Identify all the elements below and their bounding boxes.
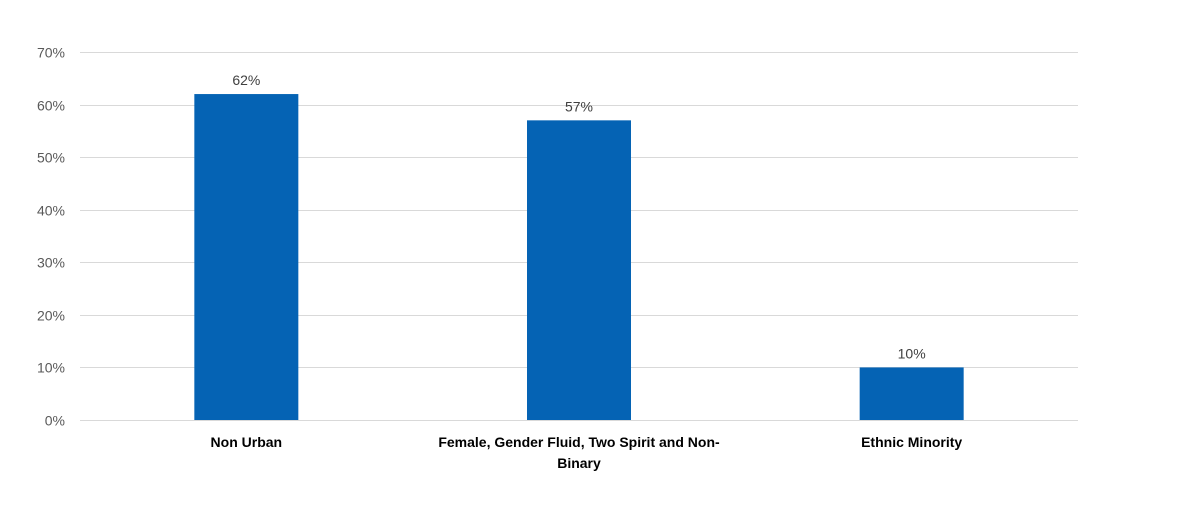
x-axis-category-labels: Non Urban Female, Gender Fluid, Two Spiri… [211,434,963,471]
data-label: 62% [232,72,260,88]
y-tick-label: 50% [37,150,65,166]
y-axis-tick-labels: 0% 10% 20% 30% 40% 50% 60% 70% [37,45,65,429]
y-tick-label: 40% [37,203,65,219]
bars [194,94,964,421]
y-tick-label: 10% [37,360,65,376]
data-label: 57% [565,98,593,114]
y-tick-label: 30% [37,255,65,271]
data-label: 10% [898,345,926,361]
bar [527,120,631,420]
bar [194,94,299,421]
bar [859,367,964,420]
y-tick-label: 20% [37,308,65,324]
y-tick-label: 60% [37,98,65,114]
y-tick-label: 70% [37,45,65,61]
category-label: Female, Gender Fluid, Two Spirit and Non… [438,434,720,450]
category-label: Binary [557,455,601,471]
category-label: Ethnic Minority [861,434,962,450]
y-tick-label: 0% [45,413,65,429]
category-label: Non Urban [211,434,283,450]
data-labels: 62% 57% 10% [232,72,925,361]
